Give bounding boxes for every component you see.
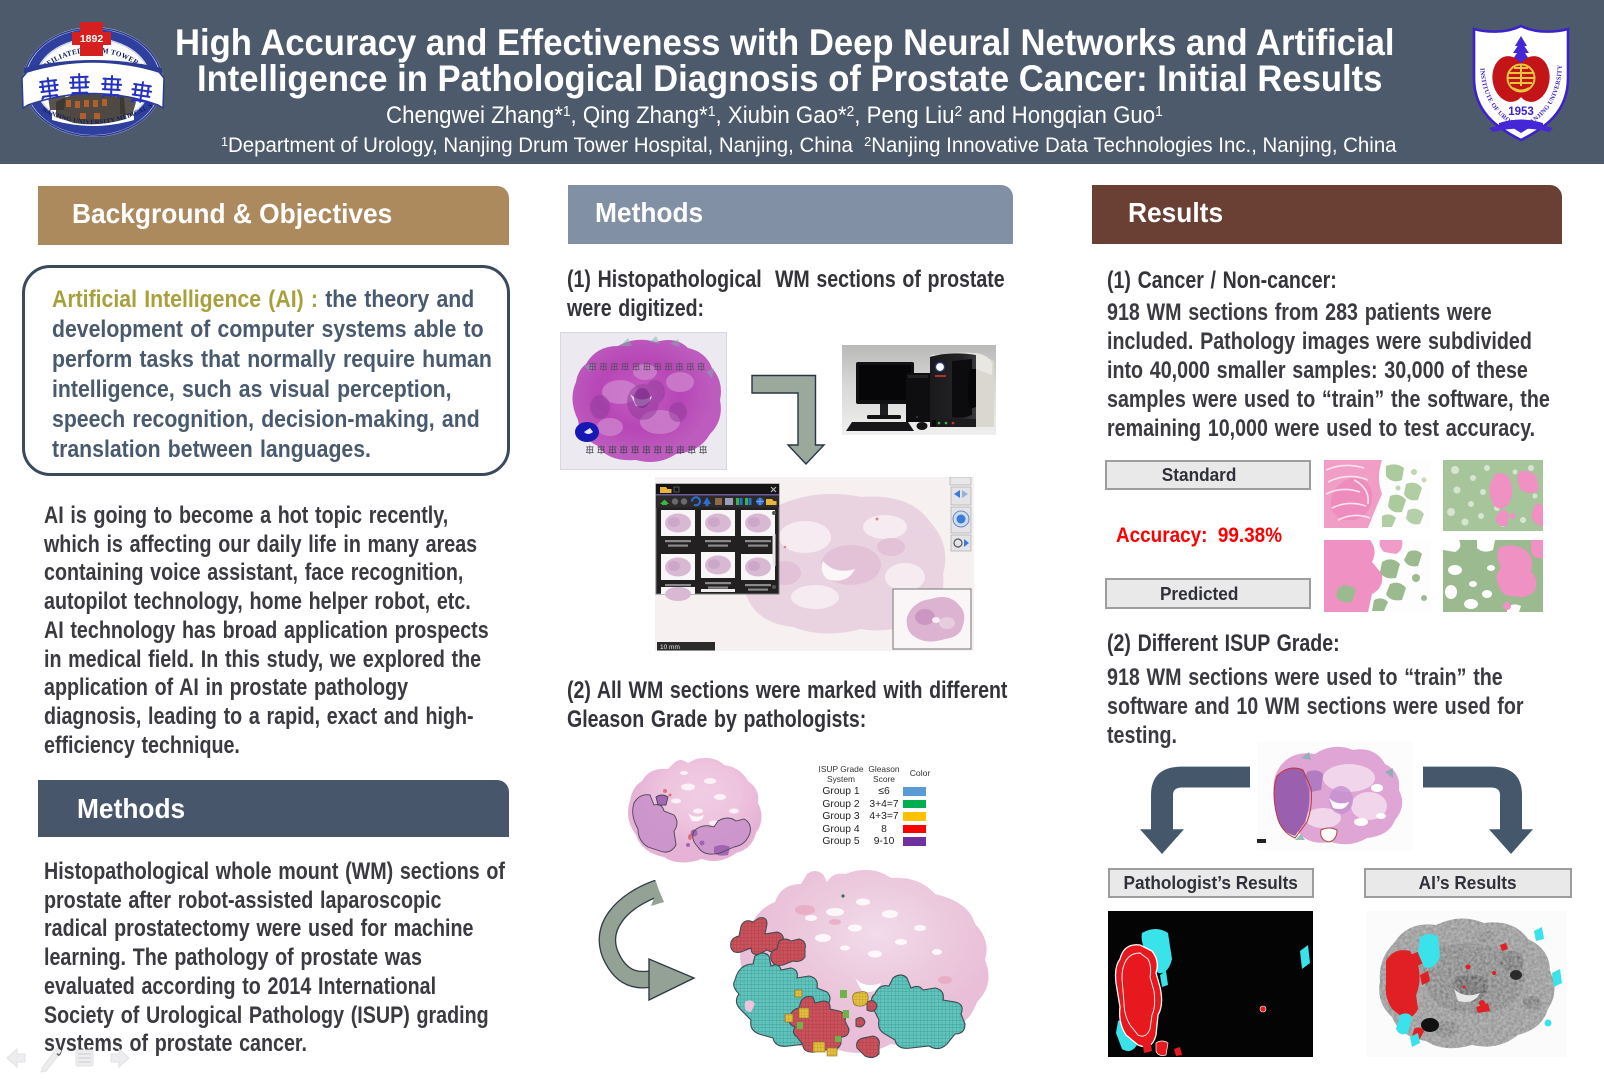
svg-text:1892: 1892 [80,33,104,45]
svg-text:10 mm: 10 mm [660,644,680,651]
svg-text:1953: 1953 [1508,106,1534,118]
